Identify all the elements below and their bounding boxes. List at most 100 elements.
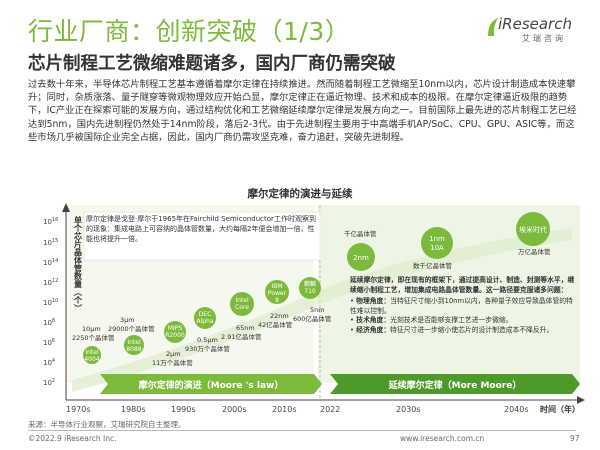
bubble-label: IBM — [271, 283, 282, 290]
moore-law-arrow — [100, 374, 322, 394]
bubble-intel-core — [230, 292, 254, 316]
y-tick-label: 104 — [43, 358, 55, 367]
y-tick-label: 1010 — [43, 298, 58, 307]
more-moore-item: • 物理角度：当特征尺寸缩小到10nm以内，各种量子效应导致晶体管的特性难以控制… — [350, 297, 573, 315]
description-text: 摩尔定律是戈登·摩尔于1965年在Fairchild Semiconductor… — [86, 215, 316, 243]
item-text: 光刻技术是否能够支撑工艺进一步微缩。 — [390, 316, 513, 324]
bubble-note: 10μm — [82, 325, 101, 333]
bubble-note: 2.91亿晶体管 — [221, 332, 262, 341]
bubble-label: R2000 — [165, 332, 185, 339]
bubbles: Intel 4004 Intel 8088 MIPS R2000 DEC Alp… — [83, 212, 550, 364]
more-moore-arrow-label: 延续摩尔定律（More Moore） — [388, 379, 522, 391]
y-tick-label: 1016 — [43, 217, 58, 226]
bubble-note: 22nm — [270, 312, 289, 320]
bubble-note: 11万个晶体管 — [152, 358, 193, 367]
logo-subtext: 艾瑞咨询 — [522, 34, 566, 43]
bubble-label: Power — [268, 290, 287, 297]
bubble-note: 数千亿晶体管 — [413, 261, 453, 270]
trend-band — [72, 228, 572, 392]
bubble-note: 29000个晶体管 — [108, 324, 155, 333]
y-tick-label: 1015 — [43, 238, 58, 247]
page-subtitle: 芯片制程工艺微缩难题诸多，国内厂商仍需突破 — [28, 54, 396, 74]
item-label: 物理角度： — [356, 297, 391, 305]
x-tick-1990s: 1990s — [171, 405, 196, 414]
bubble-1nm — [421, 227, 453, 259]
description-box — [83, 211, 321, 261]
bubble-note: 0.5μm — [197, 336, 218, 344]
x-axis-label: 时间（年） — [540, 404, 580, 414]
bubble-mips-r2000 — [164, 321, 186, 343]
x-tick-1970s: 1970s — [66, 405, 91, 414]
x-tick-2010s: 2010s — [272, 405, 297, 414]
moore-law-arrow-label: 摩尔定律的演进（Moore 's law） — [139, 379, 284, 391]
page-number: 97 — [570, 434, 580, 443]
x-tick-2022: 2022 — [320, 405, 340, 414]
item-label: 经济角度： — [356, 325, 391, 334]
x-tick-2040s: 2040s — [504, 405, 529, 414]
iresearch-logo-icon — [488, 18, 498, 36]
item-label: 技术角度： — [356, 316, 391, 324]
bubble-label: DEC — [199, 311, 212, 318]
bubble-label: 麒麟 — [304, 280, 316, 288]
bubble-intel-8088 — [124, 335, 144, 355]
bubble-2nm — [347, 243, 375, 271]
x-tick-2000s: 2000s — [222, 405, 247, 414]
bubble-note: 2μm — [166, 350, 181, 358]
more-moore-arrow — [330, 374, 580, 394]
chart-title: 摩尔定律的演进与延续 — [247, 188, 353, 200]
bubble-note: 600亿晶体管 — [293, 314, 332, 323]
bubble-dec-alpha — [194, 307, 216, 329]
y-tick-label: 1014 — [43, 258, 58, 267]
bubble-label: 2nm — [353, 254, 369, 262]
x-tick-1980s: 1980s — [121, 405, 146, 414]
y-tick-label: 108 — [43, 318, 55, 327]
source-note: 来源：半导体行业观察，艾瑞研究院自主整理。 — [28, 420, 186, 429]
x-tick-labels: 1970s 1980s 1990s 2000s 2010s 2022 2030s… — [66, 405, 529, 414]
bubble-label: 4004 — [84, 356, 99, 363]
bubble-label: 8088 — [126, 346, 141, 353]
bubble-note: 3μm — [120, 316, 135, 324]
bubble-label: 710 — [304, 288, 316, 295]
bubble-note: 65nm — [236, 324, 255, 332]
bubble-kirin-710 — [299, 277, 321, 299]
y-tick-label: 1012 — [43, 278, 58, 287]
y-tick-labels: 1016 1015 1014 1012 1010 108 106 104 102 — [43, 217, 58, 387]
bubble-label: 1nm — [429, 235, 445, 243]
footer-copyright: ©2022.9 iResearch Inc. — [28, 434, 117, 443]
bubble-note: 千亿晶体管 — [344, 229, 377, 238]
bubble-intel-4004 — [83, 346, 101, 364]
bubble-note: 5nm — [310, 306, 325, 314]
bubble-label: 埃米时代 — [519, 225, 547, 234]
y-axis-arrow-icon — [62, 203, 70, 212]
bubble-label: 10A — [430, 244, 444, 252]
bubble-note: 42亿晶体管 — [258, 320, 293, 329]
bubble-label: Intel — [127, 339, 141, 346]
bubble-label: Alpha — [196, 318, 213, 325]
bubble-note: 2250个晶体管 — [72, 333, 115, 342]
more-moore-intro: 延续摩尔定律，即在现有的框架下，通过提高设计、制造、封测等水平，继续缩小制程工艺… — [350, 276, 575, 294]
bubble-notes: 10μm 2250个晶体管 3μm 29000个晶体管 2μm 11万个晶体管 … — [72, 229, 551, 367]
footer-divider — [28, 430, 576, 431]
bubble-label: Intel — [85, 349, 99, 356]
x-tick-2030s: 2030s — [396, 405, 421, 414]
bubble-label: MIPS — [168, 325, 183, 332]
y-axis-label: 单个芯片晶体管数量（个） — [73, 215, 83, 312]
bubble-ibm-power8 — [265, 280, 289, 304]
body-paragraph: 过去数十年来，半导体芯片制程工艺基本遵循着摩尔定律在持续推进。然而随着制程工艺微… — [28, 79, 577, 143]
more-moore-box: 延续摩尔定律，即在现有的框架下，通过提高设计、制造、封测等水平，继续缩小制程工艺… — [350, 276, 578, 335]
y-tick-label: 102 — [43, 378, 55, 387]
more-moore-item: • 技术角度：光刻技术是否能够支撑工艺进一步微缩。 — [350, 316, 513, 324]
item-text: 特征尺寸进一步缩小使芯片的设计制造成本不降反升。 — [390, 325, 554, 334]
page-title: 行业厂商：创新突破（1/3） — [28, 17, 351, 46]
item-text: 当特征尺寸缩小到10nm以内，各种量子效应导致晶体管的特性难以控制。 — [350, 297, 573, 315]
bubble-label: 8 — [275, 297, 279, 304]
bubble-angstrom-era — [516, 212, 550, 246]
x-axis-arrow-icon — [577, 396, 585, 404]
bubble-label: Intel — [235, 297, 249, 304]
more-moore-item: • 经济角度：特征尺寸进一步缩小使芯片的设计制造成本不降反升。 — [350, 325, 554, 334]
footer-url[interactable]: www.iresearch.com.cn — [400, 434, 485, 443]
y-tick-label: 106 — [43, 338, 55, 347]
bubble-note: 930万个晶体管 — [185, 344, 230, 353]
bubble-label: Core — [235, 304, 249, 311]
